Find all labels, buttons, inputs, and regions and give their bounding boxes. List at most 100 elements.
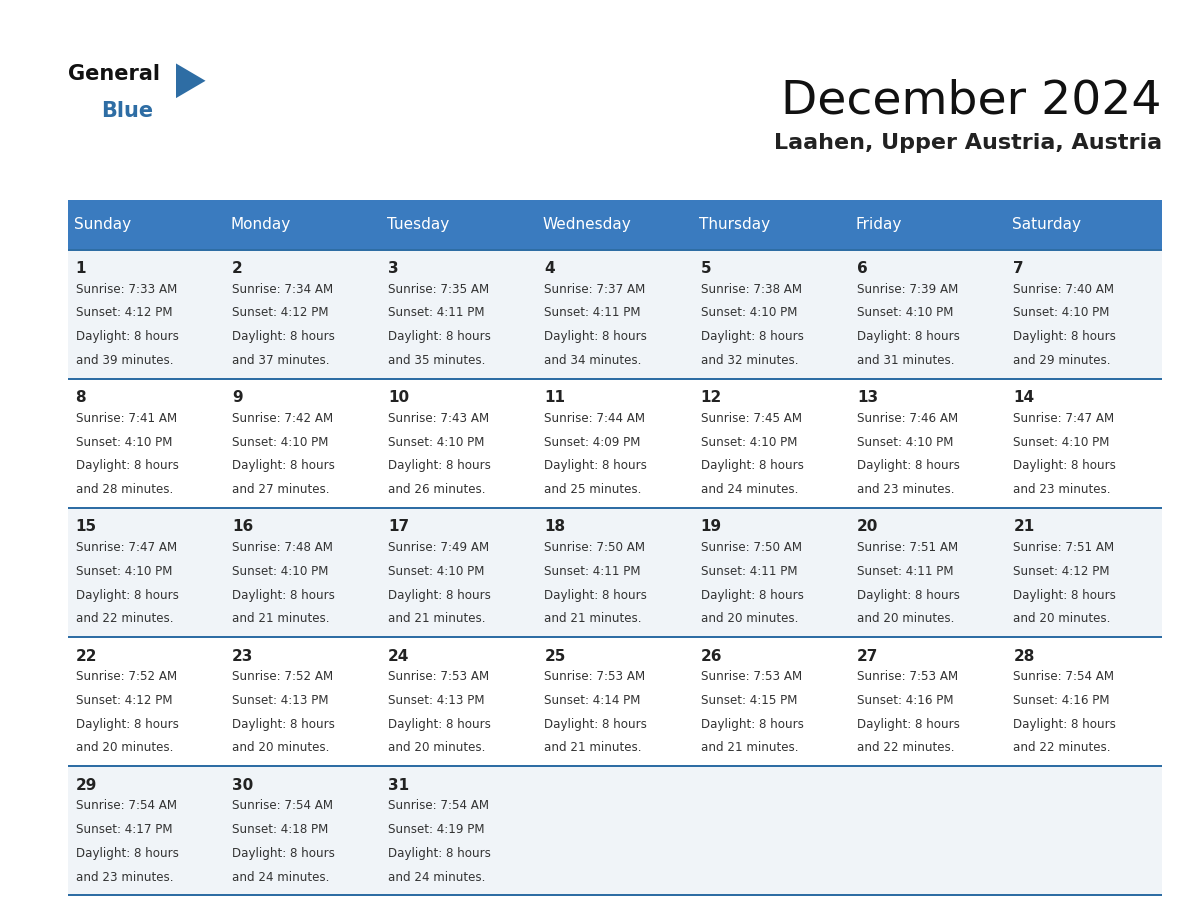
Text: Sunrise: 7:41 AM: Sunrise: 7:41 AM	[76, 411, 177, 425]
Text: and 26 minutes.: and 26 minutes.	[388, 483, 486, 497]
Text: Sunrise: 7:46 AM: Sunrise: 7:46 AM	[857, 411, 959, 425]
Text: 18: 18	[544, 520, 565, 534]
Text: 23: 23	[232, 648, 253, 664]
Text: Sunset: 4:10 PM: Sunset: 4:10 PM	[701, 435, 797, 449]
Text: Sunrise: 7:33 AM: Sunrise: 7:33 AM	[76, 283, 177, 296]
Text: Sunrise: 7:51 AM: Sunrise: 7:51 AM	[1013, 541, 1114, 554]
Text: Sunset: 4:10 PM: Sunset: 4:10 PM	[1013, 435, 1110, 449]
Text: and 39 minutes.: and 39 minutes.	[76, 354, 173, 367]
Text: Sunset: 4:10 PM: Sunset: 4:10 PM	[1013, 307, 1110, 319]
Text: 7: 7	[1013, 262, 1024, 276]
Text: 15: 15	[76, 520, 96, 534]
Text: Sunrise: 7:53 AM: Sunrise: 7:53 AM	[544, 670, 645, 683]
Text: Sunset: 4:11 PM: Sunset: 4:11 PM	[388, 307, 485, 319]
Text: Daylight: 8 hours: Daylight: 8 hours	[857, 459, 960, 473]
Text: Sunrise: 7:37 AM: Sunrise: 7:37 AM	[544, 283, 646, 296]
Text: Sunrise: 7:42 AM: Sunrise: 7:42 AM	[232, 411, 333, 425]
Text: Monday: Monday	[230, 218, 291, 232]
Text: Sunrise: 7:49 AM: Sunrise: 7:49 AM	[388, 541, 489, 554]
Text: Daylight: 8 hours: Daylight: 8 hours	[857, 718, 960, 731]
Text: Sunset: 4:11 PM: Sunset: 4:11 PM	[857, 565, 954, 577]
Text: and 37 minutes.: and 37 minutes.	[232, 354, 329, 367]
Text: Sunrise: 7:48 AM: Sunrise: 7:48 AM	[232, 541, 333, 554]
Text: and 24 minutes.: and 24 minutes.	[701, 483, 798, 497]
Text: Sunset: 4:10 PM: Sunset: 4:10 PM	[232, 435, 328, 449]
Text: Sunset: 4:12 PM: Sunset: 4:12 PM	[232, 307, 328, 319]
Text: Daylight: 8 hours: Daylight: 8 hours	[1013, 330, 1117, 343]
Text: Sunrise: 7:54 AM: Sunrise: 7:54 AM	[1013, 670, 1114, 683]
Text: Sunrise: 7:52 AM: Sunrise: 7:52 AM	[232, 670, 333, 683]
Text: and 20 minutes.: and 20 minutes.	[76, 742, 173, 755]
Text: Daylight: 8 hours: Daylight: 8 hours	[232, 846, 335, 859]
Text: 4: 4	[544, 262, 555, 276]
Text: Sunset: 4:12 PM: Sunset: 4:12 PM	[76, 694, 172, 707]
Text: and 22 minutes.: and 22 minutes.	[857, 742, 955, 755]
Text: and 23 minutes.: and 23 minutes.	[76, 870, 173, 883]
Text: Daylight: 8 hours: Daylight: 8 hours	[388, 459, 491, 473]
Text: Daylight: 8 hours: Daylight: 8 hours	[76, 459, 178, 473]
Text: 9: 9	[232, 390, 242, 406]
Text: Sunset: 4:14 PM: Sunset: 4:14 PM	[544, 694, 640, 707]
Text: and 21 minutes.: and 21 minutes.	[701, 742, 798, 755]
Text: Sunrise: 7:53 AM: Sunrise: 7:53 AM	[701, 670, 802, 683]
Text: Sunrise: 7:52 AM: Sunrise: 7:52 AM	[76, 670, 177, 683]
Text: Sunset: 4:10 PM: Sunset: 4:10 PM	[76, 435, 172, 449]
Text: 29: 29	[76, 778, 97, 792]
Text: and 32 minutes.: and 32 minutes.	[701, 354, 798, 367]
Text: Sunset: 4:11 PM: Sunset: 4:11 PM	[544, 307, 642, 319]
Text: 31: 31	[388, 778, 410, 792]
Text: and 25 minutes.: and 25 minutes.	[544, 483, 642, 497]
Text: 12: 12	[701, 390, 722, 406]
Text: Daylight: 8 hours: Daylight: 8 hours	[232, 588, 335, 601]
Text: Sunrise: 7:54 AM: Sunrise: 7:54 AM	[388, 799, 489, 812]
Text: Daylight: 8 hours: Daylight: 8 hours	[76, 718, 178, 731]
Text: and 21 minutes.: and 21 minutes.	[544, 612, 642, 625]
Text: 3: 3	[388, 262, 399, 276]
Text: Sunrise: 7:47 AM: Sunrise: 7:47 AM	[76, 541, 177, 554]
Text: Sunrise: 7:54 AM: Sunrise: 7:54 AM	[76, 799, 177, 812]
Text: and 31 minutes.: and 31 minutes.	[857, 354, 955, 367]
Text: Daylight: 8 hours: Daylight: 8 hours	[1013, 718, 1117, 731]
Text: and 22 minutes.: and 22 minutes.	[1013, 742, 1111, 755]
Text: Sunset: 4:17 PM: Sunset: 4:17 PM	[76, 823, 172, 835]
Text: Sunrise: 7:50 AM: Sunrise: 7:50 AM	[544, 541, 645, 554]
Text: and 21 minutes.: and 21 minutes.	[544, 742, 642, 755]
Text: 13: 13	[857, 390, 878, 406]
Text: Sunset: 4:10 PM: Sunset: 4:10 PM	[388, 565, 485, 577]
Text: Sunset: 4:10 PM: Sunset: 4:10 PM	[388, 435, 485, 449]
Text: 24: 24	[388, 648, 410, 664]
Text: Daylight: 8 hours: Daylight: 8 hours	[544, 718, 647, 731]
Text: 14: 14	[1013, 390, 1035, 406]
Text: Sunrise: 7:53 AM: Sunrise: 7:53 AM	[388, 670, 489, 683]
Text: 22: 22	[76, 648, 97, 664]
Text: Sunrise: 7:45 AM: Sunrise: 7:45 AM	[701, 411, 802, 425]
Text: Daylight: 8 hours: Daylight: 8 hours	[232, 718, 335, 731]
Text: Sunset: 4:13 PM: Sunset: 4:13 PM	[388, 694, 485, 707]
Text: Daylight: 8 hours: Daylight: 8 hours	[388, 330, 491, 343]
Text: Sunrise: 7:34 AM: Sunrise: 7:34 AM	[232, 283, 333, 296]
Text: and 20 minutes.: and 20 minutes.	[701, 612, 798, 625]
Text: 30: 30	[232, 778, 253, 792]
Text: Sunset: 4:10 PM: Sunset: 4:10 PM	[76, 565, 172, 577]
Text: 20: 20	[857, 520, 878, 534]
Text: Sunset: 4:11 PM: Sunset: 4:11 PM	[544, 565, 642, 577]
Text: Daylight: 8 hours: Daylight: 8 hours	[544, 330, 647, 343]
Text: 19: 19	[701, 520, 722, 534]
Text: Tuesday: Tuesday	[386, 218, 449, 232]
Text: Sunset: 4:15 PM: Sunset: 4:15 PM	[701, 694, 797, 707]
Text: December 2024: December 2024	[782, 78, 1162, 123]
Text: Sunrise: 7:50 AM: Sunrise: 7:50 AM	[701, 541, 802, 554]
Text: Sunset: 4:10 PM: Sunset: 4:10 PM	[232, 565, 328, 577]
Text: and 20 minutes.: and 20 minutes.	[857, 612, 954, 625]
Text: Daylight: 8 hours: Daylight: 8 hours	[76, 330, 178, 343]
Text: 26: 26	[701, 648, 722, 664]
Text: Sunrise: 7:40 AM: Sunrise: 7:40 AM	[1013, 283, 1114, 296]
Text: Daylight: 8 hours: Daylight: 8 hours	[701, 459, 803, 473]
Text: Daylight: 8 hours: Daylight: 8 hours	[857, 330, 960, 343]
Text: Laahen, Upper Austria, Austria: Laahen, Upper Austria, Austria	[773, 133, 1162, 153]
Text: Blue: Blue	[101, 101, 153, 121]
Text: Saturday: Saturday	[1012, 218, 1081, 232]
Text: Daylight: 8 hours: Daylight: 8 hours	[76, 846, 178, 859]
Text: 2: 2	[232, 262, 242, 276]
Text: Wednesday: Wednesday	[543, 218, 632, 232]
